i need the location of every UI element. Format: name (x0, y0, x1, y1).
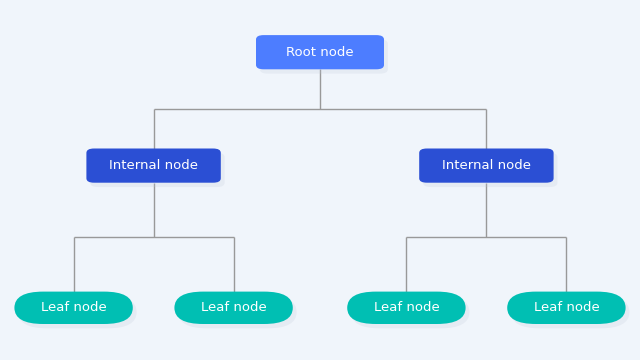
FancyBboxPatch shape (174, 292, 292, 324)
FancyBboxPatch shape (15, 292, 133, 324)
Text: Root node: Root node (286, 46, 354, 59)
Text: Leaf node: Leaf node (201, 301, 266, 314)
Text: Internal node: Internal node (442, 159, 531, 172)
FancyBboxPatch shape (260, 40, 388, 74)
FancyBboxPatch shape (19, 296, 137, 328)
FancyBboxPatch shape (256, 35, 384, 69)
FancyBboxPatch shape (90, 153, 225, 187)
FancyBboxPatch shape (351, 296, 470, 328)
FancyBboxPatch shape (511, 296, 630, 328)
Text: Internal node: Internal node (109, 159, 198, 172)
Text: Leaf node: Leaf node (534, 301, 599, 314)
Text: Leaf node: Leaf node (374, 301, 439, 314)
Text: Leaf node: Leaf node (41, 301, 106, 314)
FancyBboxPatch shape (347, 292, 466, 324)
FancyBboxPatch shape (86, 148, 221, 183)
FancyBboxPatch shape (423, 153, 557, 187)
FancyBboxPatch shape (507, 292, 626, 324)
FancyBboxPatch shape (419, 148, 554, 183)
FancyBboxPatch shape (178, 296, 297, 328)
